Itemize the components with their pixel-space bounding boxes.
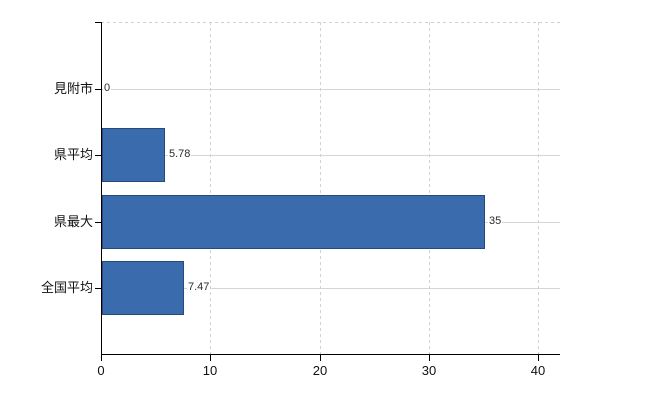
x-axis-tick-label: 0 bbox=[97, 363, 105, 378]
bar bbox=[102, 128, 165, 182]
bar bbox=[102, 195, 485, 249]
gridline-vertical-dashed bbox=[320, 22, 321, 355]
x-axis-line bbox=[101, 354, 560, 355]
x-axis-tick bbox=[429, 355, 430, 361]
gridline-vertical-dashed bbox=[429, 22, 430, 355]
gridline-horizontal-solid bbox=[101, 155, 560, 156]
y-axis-tick bbox=[95, 22, 101, 23]
y-axis-tick bbox=[95, 288, 101, 289]
y-axis-tick bbox=[95, 155, 101, 156]
x-axis-tick-label: 20 bbox=[312, 363, 328, 378]
gridline-vertical-dashed bbox=[210, 22, 211, 355]
category-label: 県最大 bbox=[53, 214, 93, 229]
y-axis-tick bbox=[95, 222, 101, 223]
x-axis-tick bbox=[320, 355, 321, 361]
bar bbox=[102, 261, 184, 315]
x-axis-tick-label: 40 bbox=[530, 363, 546, 378]
bar-value-label: 35 bbox=[488, 215, 503, 228]
y-axis-tick bbox=[95, 89, 101, 90]
bar-value-label: 5.78 bbox=[168, 148, 192, 161]
x-axis-tick-label: 10 bbox=[202, 363, 218, 378]
category-label: 見附市 bbox=[53, 81, 93, 96]
x-axis-tick bbox=[210, 355, 211, 361]
x-axis-tick bbox=[101, 355, 102, 361]
category-label: 県平均 bbox=[53, 147, 93, 162]
gridline-horizontal-solid bbox=[101, 288, 560, 289]
x-axis-tick-label: 30 bbox=[421, 363, 437, 378]
bar-value-label: 7.47 bbox=[187, 281, 211, 294]
x-axis-tick bbox=[538, 355, 539, 361]
bar-value-label: 0 bbox=[103, 82, 112, 95]
gridline-vertical-dashed bbox=[538, 22, 539, 355]
category-label: 全国平均 bbox=[40, 280, 93, 295]
gridline-horizontal-solid bbox=[101, 89, 560, 90]
y-axis-line bbox=[101, 22, 102, 356]
gridline-top-dashed bbox=[101, 22, 560, 23]
